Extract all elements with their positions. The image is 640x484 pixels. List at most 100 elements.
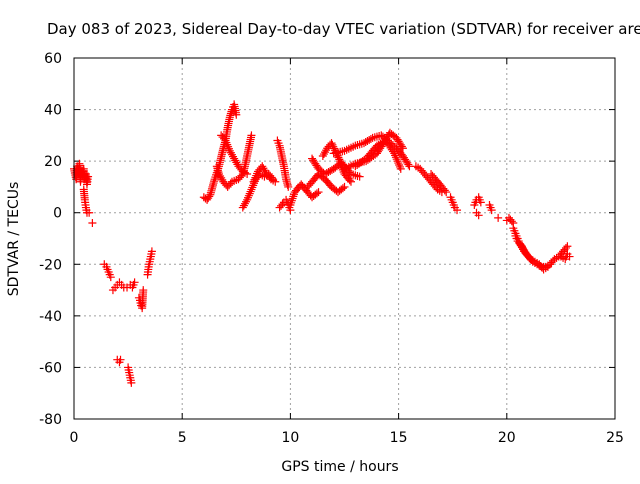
x-axis-label: GPS time / hours <box>281 459 398 475</box>
data-point <box>363 137 372 146</box>
data-point <box>252 171 261 180</box>
data-point <box>476 198 485 207</box>
data-point <box>139 286 148 295</box>
data-point <box>248 183 257 192</box>
data-point <box>561 243 570 252</box>
data-point <box>329 142 338 151</box>
data-point <box>106 273 115 282</box>
data-point <box>376 139 385 148</box>
data-points <box>70 100 574 387</box>
data-point <box>507 217 516 226</box>
x-tick-label: 0 <box>70 430 79 446</box>
data-point <box>442 188 451 197</box>
data-point <box>250 175 259 184</box>
data-point <box>361 138 370 147</box>
data-point <box>392 155 401 164</box>
y-tick-label: -40 <box>39 309 62 325</box>
data-point <box>353 171 362 180</box>
data-point <box>88 219 97 228</box>
data-point <box>389 147 398 156</box>
data-point <box>127 378 136 387</box>
data-point <box>260 166 269 175</box>
data-point <box>453 206 462 215</box>
y-tick-label: -80 <box>39 412 62 428</box>
y-tick-label: -20 <box>39 257 62 273</box>
data-point <box>271 177 280 186</box>
data-point <box>398 144 407 153</box>
data-point <box>390 149 399 158</box>
plot-frame <box>73 57 616 420</box>
data-point <box>246 187 255 196</box>
x-tick-label: 10 <box>281 430 299 446</box>
data-point <box>312 189 321 198</box>
data-point <box>372 141 381 150</box>
data-point <box>346 177 355 186</box>
data-point <box>395 162 404 171</box>
data-point <box>247 131 256 140</box>
data-point <box>391 151 400 160</box>
data-point <box>563 242 572 251</box>
data-point <box>322 169 331 178</box>
data-point <box>222 138 231 147</box>
data-point <box>243 195 252 204</box>
data-point <box>249 177 258 186</box>
data-point <box>394 159 403 168</box>
data-point <box>284 182 293 191</box>
x-tick-label: 5 <box>178 430 187 446</box>
y-axis-label: SDTVAR / TECUs <box>6 182 22 297</box>
data-point <box>494 213 503 222</box>
data-point <box>338 184 347 193</box>
data-point <box>404 160 413 169</box>
data-point <box>396 164 405 173</box>
data-point <box>84 172 93 181</box>
data-point <box>130 278 139 287</box>
data-point <box>147 247 156 256</box>
grid-lines <box>74 58 615 419</box>
y-tick-label: 40 <box>44 103 62 119</box>
data-point <box>321 148 330 157</box>
data-point <box>288 194 297 203</box>
data-point <box>355 172 364 181</box>
data-point <box>85 208 94 217</box>
data-point <box>543 262 552 271</box>
data-point <box>221 136 230 145</box>
data-point <box>328 140 337 149</box>
data-point <box>244 191 253 200</box>
data-point <box>440 186 449 195</box>
data-point <box>324 167 333 176</box>
x-axis-ticks: 0 5 10 15 20 25 <box>70 58 624 446</box>
data-point <box>391 153 400 162</box>
data-point <box>224 144 233 153</box>
data-point <box>205 192 214 201</box>
data-point <box>374 140 383 149</box>
y-axis-ticks: -80 -60 -40 -20 0 20 40 60 <box>39 51 615 428</box>
x-tick-label: 20 <box>498 430 516 446</box>
data-point <box>224 142 233 151</box>
data-point <box>245 189 254 198</box>
data-point <box>232 110 241 119</box>
data-point <box>321 170 330 179</box>
data-point <box>359 139 368 148</box>
data-point <box>365 135 374 144</box>
data-point <box>393 157 402 166</box>
y-tick-label: 60 <box>44 51 62 67</box>
data-point <box>243 170 252 179</box>
data-point <box>340 182 349 191</box>
data-point <box>565 252 574 261</box>
x-tick-label: 25 <box>606 430 624 446</box>
data-point <box>314 188 323 197</box>
data-point <box>247 185 256 194</box>
data-point <box>395 161 404 170</box>
data-point <box>345 176 354 185</box>
data-point <box>287 196 296 205</box>
y-tick-label: 0 <box>53 206 62 222</box>
data-point <box>223 140 232 149</box>
y-tick-label: -60 <box>39 360 62 376</box>
data-point <box>327 139 336 148</box>
data-point <box>397 142 406 151</box>
y-tick-label: 20 <box>44 154 62 170</box>
data-point <box>242 197 251 206</box>
chart-title: Day 083 of 2023, Sidereal Day-to-day VTE… <box>47 20 640 38</box>
data-point <box>326 166 335 175</box>
